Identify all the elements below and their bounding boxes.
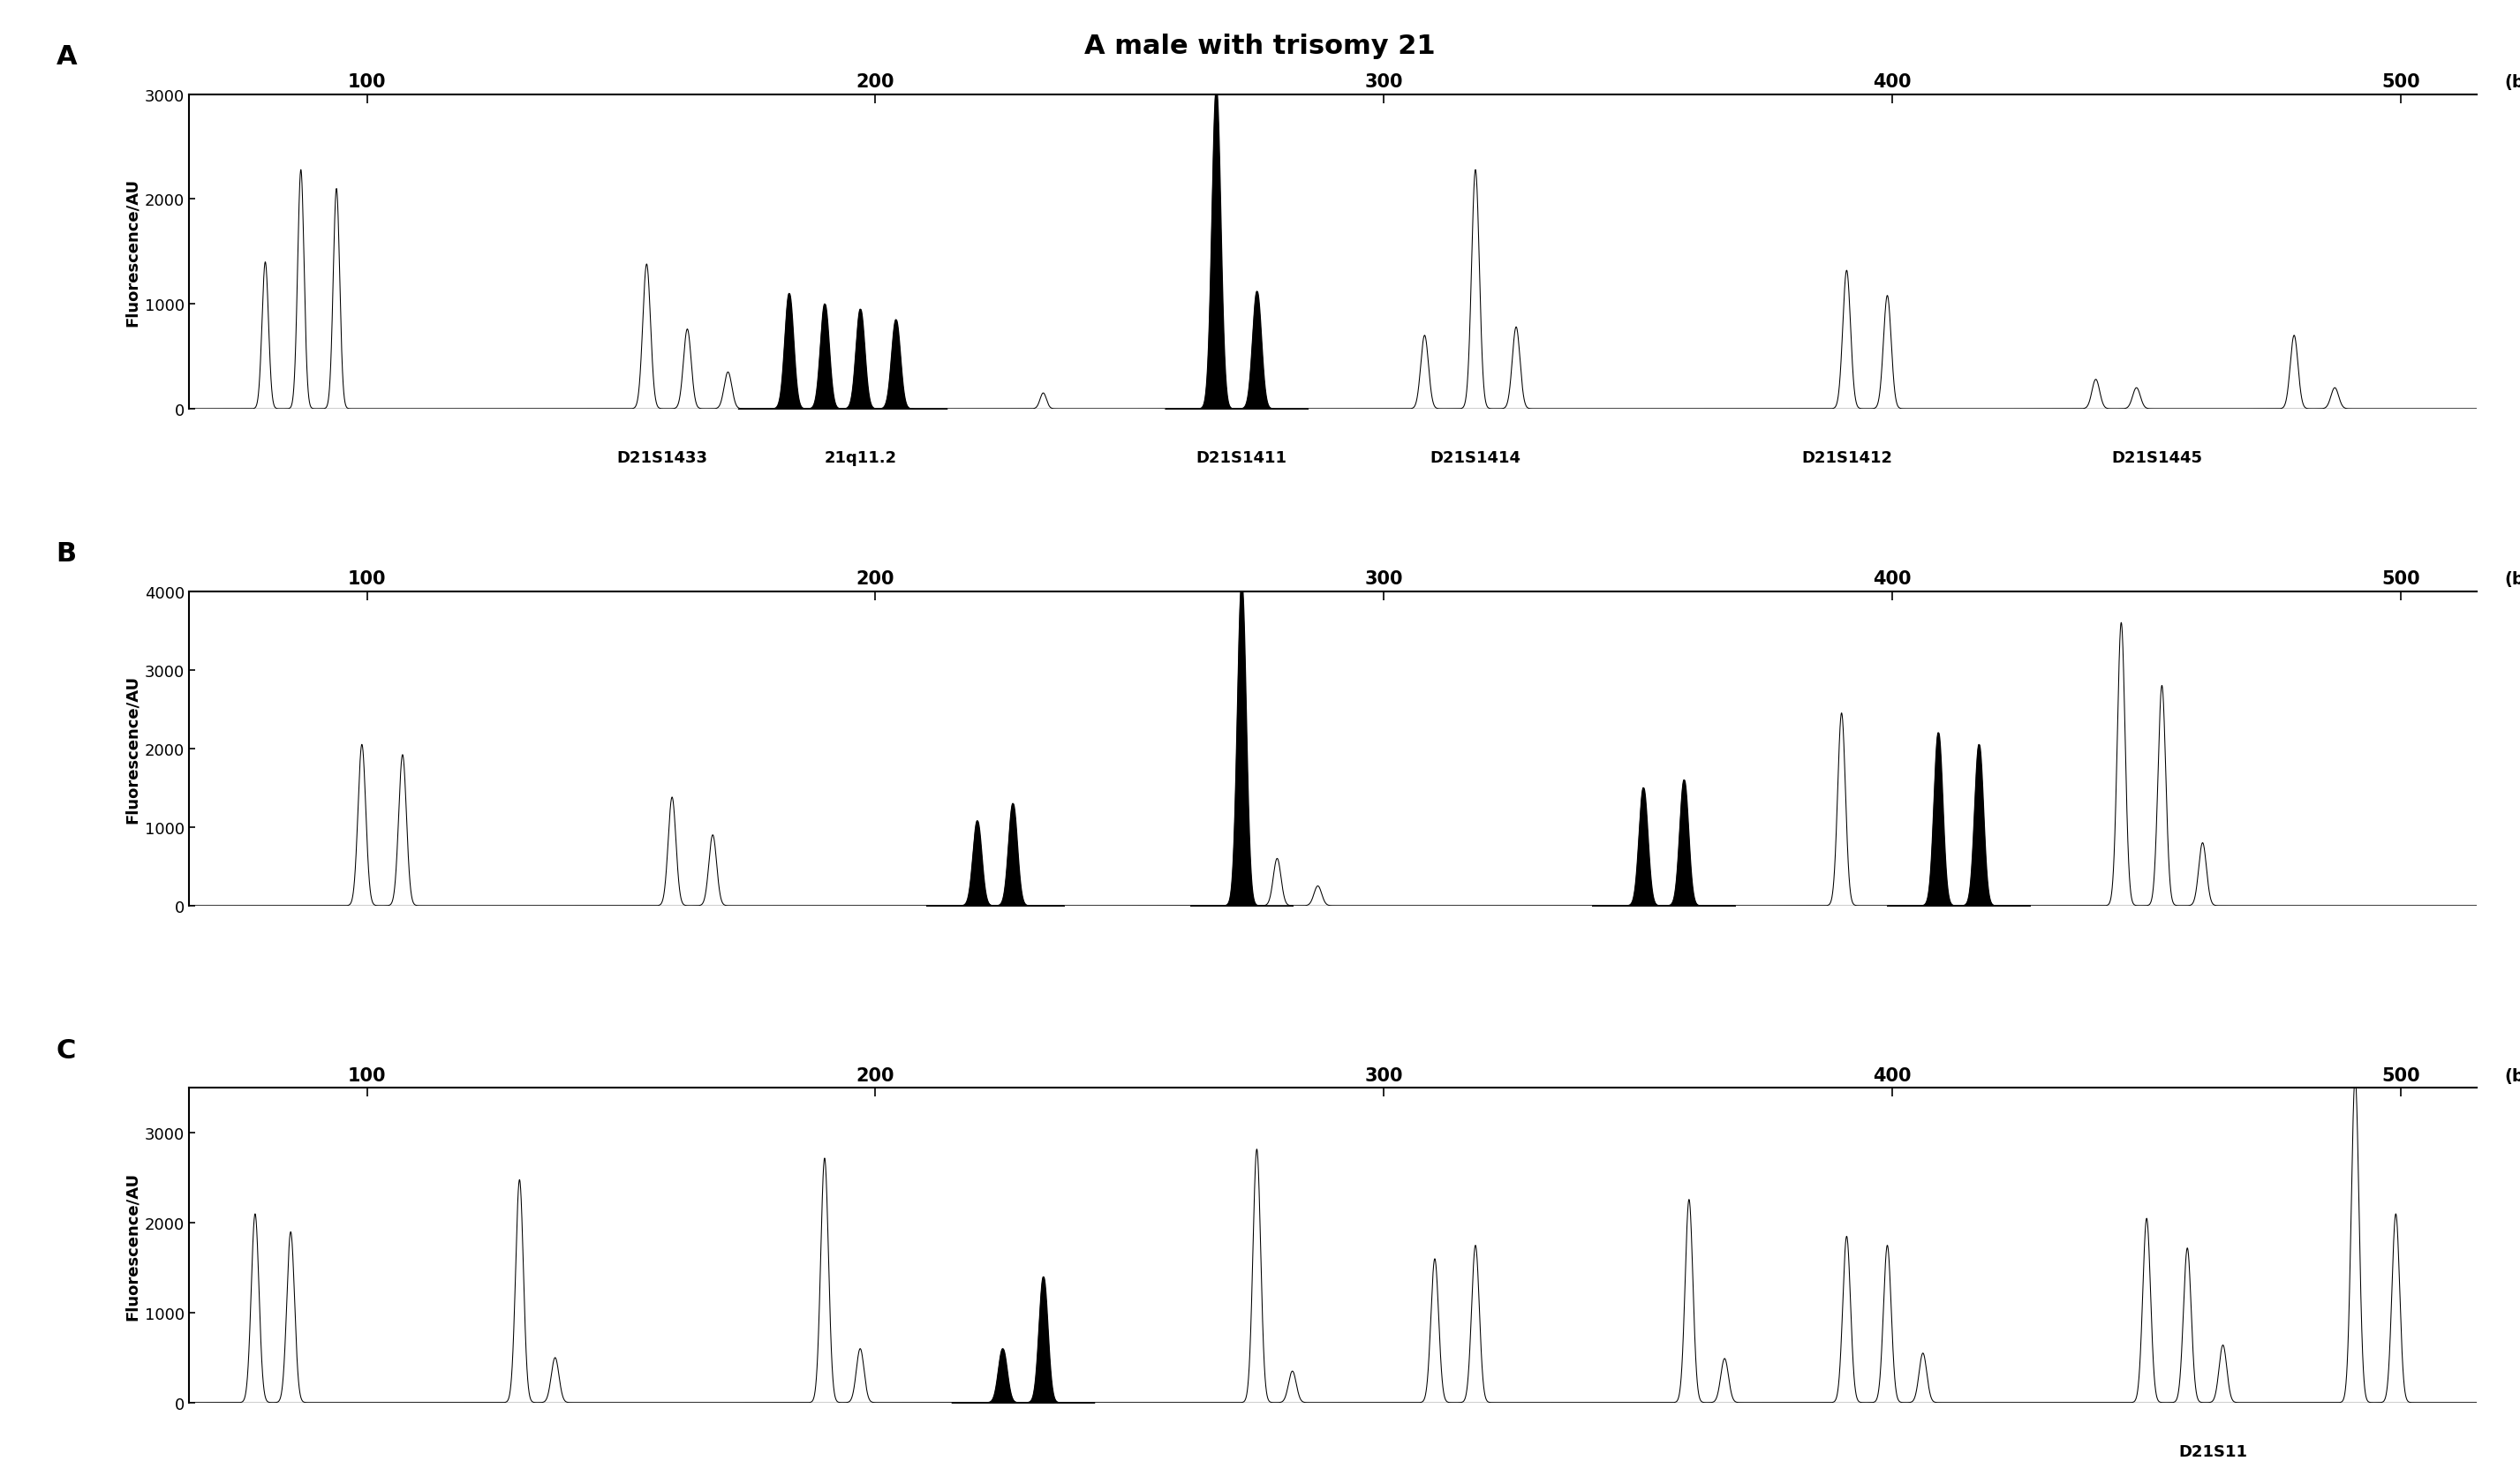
Text: A: A xyxy=(55,44,78,70)
Y-axis label: Fluorescence/AU: Fluorescence/AU xyxy=(123,675,139,823)
Text: D21S1412: D21S1412 xyxy=(1802,450,1893,466)
Text: C: C xyxy=(55,1037,76,1064)
Text: D21S11: D21S11 xyxy=(2177,1443,2248,1460)
Text: D21S1411: D21S1411 xyxy=(1197,450,1288,466)
Y-axis label: Fluorescence/AU: Fluorescence/AU xyxy=(123,178,139,326)
Text: B: B xyxy=(55,541,76,567)
Text: D21S1445: D21S1445 xyxy=(2112,450,2202,466)
Text: D21S1433: D21S1433 xyxy=(617,450,708,466)
Text: D21S1414: D21S1414 xyxy=(1429,450,1522,466)
Text: (bp): (bp) xyxy=(2505,1068,2520,1084)
Text: (bp): (bp) xyxy=(2505,571,2520,587)
Text: 21q11.2: 21q11.2 xyxy=(824,450,897,466)
Text: (bp): (bp) xyxy=(2505,75,2520,91)
Text: A male with trisomy 21: A male with trisomy 21 xyxy=(1084,34,1436,60)
Y-axis label: Fluorescence/AU: Fluorescence/AU xyxy=(123,1172,139,1319)
